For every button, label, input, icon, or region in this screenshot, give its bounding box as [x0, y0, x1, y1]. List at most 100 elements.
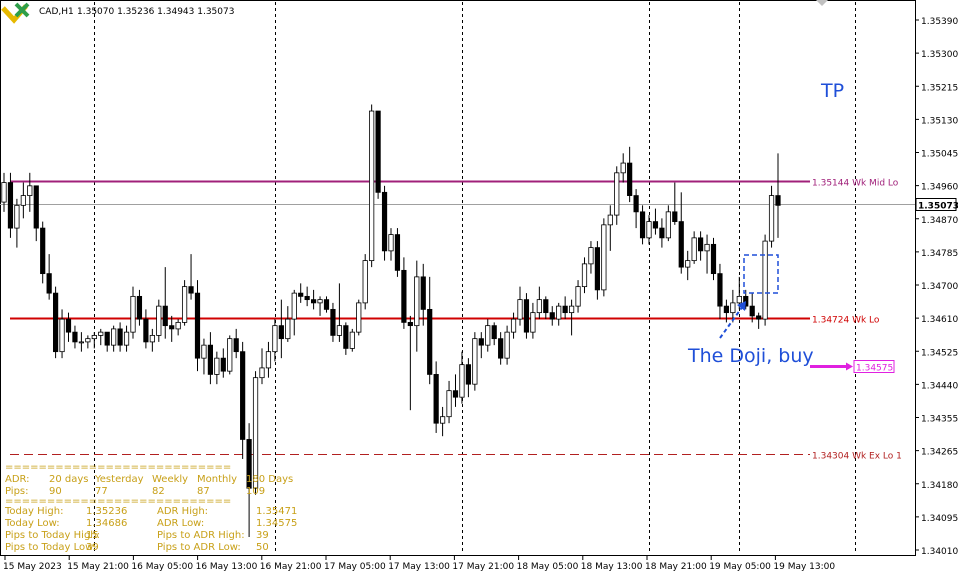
- adr-pips-20days: 90: [49, 486, 62, 497]
- candle-body: [646, 221, 652, 239]
- adr-row-cell: Pips to Today Low:: [5, 542, 96, 553]
- candle-body: [291, 292, 297, 320]
- adr-panel: =========================== ADR: 20 days…: [4, 462, 297, 553]
- adr-pips-yesterday: 77: [95, 486, 108, 497]
- x-tick-label: 17 May 13:00: [388, 562, 450, 572]
- candle-body: [53, 292, 59, 353]
- adr-pips-weekly: 82: [152, 486, 165, 497]
- candle-body: [143, 318, 149, 343]
- x-tick-label: 16 May 05:00: [131, 562, 193, 572]
- y-tick-label: 1.34610: [921, 315, 958, 325]
- time-axis: 15 May 2023 15 May 21:00 16 May 05:00 16 Ma…: [3, 556, 835, 572]
- adr-pips-monthly: 87: [197, 486, 210, 497]
- candle-body: [343, 325, 349, 349]
- candle-body: [1, 182, 7, 203]
- candle-body: [530, 312, 536, 333]
- adr-row-cell: Today Low:: [4, 518, 60, 529]
- candle-body: [601, 224, 607, 291]
- candle-body: [659, 227, 665, 239]
- candle-body: [59, 318, 65, 353]
- x-tick-label: 16 May 13:00: [196, 562, 258, 572]
- y-tick-label: 1.35215: [921, 83, 958, 93]
- doji-annotation: The Doji, buy: [687, 345, 814, 367]
- candle-body: [420, 276, 426, 310]
- candle-body: [7, 182, 14, 229]
- candle-body: [672, 211, 678, 222]
- level-label-2: 1.34304 Wk Ex Lo 1: [812, 452, 902, 462]
- chart-shift-marker-icon[interactable]: [816, 0, 828, 6]
- logo-x-mark: [14, 2, 30, 18]
- candle-body: [310, 299, 317, 304]
- candle-body: [665, 211, 671, 239]
- candle-body: [439, 416, 446, 424]
- candle-body: [175, 321, 181, 330]
- adr-header-20days: 20 days: [49, 474, 89, 485]
- y-tick-label: 1.35390: [921, 17, 958, 27]
- candle-body: [459, 364, 465, 398]
- candle-body: [633, 195, 639, 213]
- candle-body: [491, 325, 497, 340]
- tp-annotation: TP: [820, 80, 844, 102]
- x-tick-label: 19 May 13:00: [773, 562, 835, 572]
- candle-body: [698, 237, 704, 252]
- candle-body: [356, 302, 362, 333]
- candle-body: [472, 338, 478, 385]
- candle-body: [220, 357, 226, 372]
- adr-rows: Today High: 1.35236 ADR High: 1.35471 Today …: [4, 506, 297, 553]
- candle-body: [749, 305, 755, 317]
- candle-body: [369, 110, 375, 262]
- candle-body: [33, 185, 39, 229]
- candle-body: [111, 328, 117, 346]
- adr-low-marker-box: [853, 360, 895, 373]
- candle-body: [188, 286, 194, 294]
- candle-body: [704, 243, 710, 252]
- y-tick-label: 1.34440: [921, 381, 958, 391]
- session-separators: [94, 2, 856, 554]
- candle-body: [588, 247, 594, 265]
- y-tick-label: 1.34700: [921, 282, 958, 292]
- y-tick-label: 1.34010: [921, 547, 958, 557]
- candle-body: [620, 162, 626, 174]
- candle-body: [678, 221, 684, 268]
- candle-body: [323, 299, 330, 310]
- adr-row-cell: 1.35471: [256, 506, 297, 517]
- adr-low-marker-arrow-icon: [846, 362, 853, 371]
- candle-body: [194, 292, 201, 359]
- candle-body: [627, 162, 633, 196]
- candle-body: [723, 305, 730, 314]
- adr-row-cell: Pips to Today High:: [5, 530, 100, 541]
- y-tick-label: 1.35300: [921, 50, 958, 60]
- candle-body: [768, 195, 775, 242]
- candle-body: [388, 234, 394, 252]
- adr-row-cell: 39: [256, 530, 269, 541]
- candle-body: [298, 292, 304, 297]
- level-label-0: 1.35144 Wk Mid Lo: [812, 179, 899, 189]
- candle-body: [407, 321, 413, 327]
- candle-body: [401, 269, 407, 323]
- candle-body: [523, 299, 530, 333]
- candle-body: [78, 341, 84, 344]
- candle-body: [304, 295, 310, 301]
- candle-body: [710, 243, 717, 275]
- doji-highlight-box: [743, 254, 779, 294]
- candle-body: [27, 185, 33, 196]
- candles: [1, 104, 781, 537]
- candle-body: [691, 237, 697, 262]
- candle-body: [569, 305, 575, 314]
- adr-row-cell: 50: [256, 542, 269, 553]
- candle-body: [233, 338, 239, 353]
- candle-body: [556, 305, 562, 320]
- candle-body: [285, 318, 291, 340]
- candle-body: [91, 334, 97, 340]
- candle-body: [227, 338, 233, 372]
- candle-body: [252, 377, 259, 489]
- candle-body: [549, 312, 555, 320]
- candle-body: [756, 315, 762, 320]
- y-tick-label: 1.34960: [921, 183, 958, 193]
- candle-body: [156, 305, 162, 336]
- adr-row-cell: 39: [86, 542, 99, 553]
- adr-row-cell: ADR High:: [157, 506, 208, 517]
- candle-body: [594, 247, 601, 291]
- candle-body: [72, 331, 78, 343]
